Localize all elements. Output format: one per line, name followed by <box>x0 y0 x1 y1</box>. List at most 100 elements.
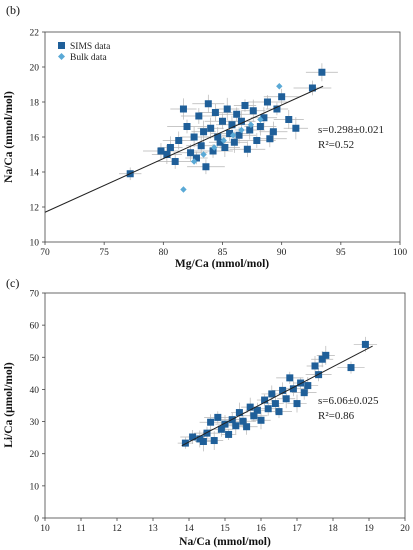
panel-b: (b) 70 75 80 85 90 95 100 10 12 14 16 18 20 22 Mg/Ca… <box>3 3 407 270</box>
y-tick-label: 22 <box>30 29 40 39</box>
x-tick-label: 100 <box>393 248 408 258</box>
data-point-square <box>279 386 287 394</box>
data-point-diamond <box>200 151 207 158</box>
data-point-square <box>187 149 195 157</box>
data-point-square <box>203 429 211 437</box>
panel-c-label: (c) <box>6 276 19 290</box>
data-point-square <box>275 408 283 416</box>
data-point-square <box>278 93 286 101</box>
data-point-square <box>243 145 251 153</box>
x-tick-label: 10 <box>40 524 50 534</box>
data-point-square <box>228 121 236 129</box>
data-point-square <box>235 409 243 417</box>
data-point-square <box>192 154 200 162</box>
panel-c-r2-annotation: R²=0.86 <box>318 410 355 422</box>
data-point-diamond <box>238 126 245 134</box>
data-point-square <box>273 105 281 113</box>
legend-sims-marker <box>58 42 65 49</box>
panel-c-trendline <box>181 345 373 447</box>
panel-b-x-ticks: 70 75 80 85 90 95 100 <box>40 242 407 258</box>
y-tick-label: 20 <box>30 64 40 74</box>
panel-c-y-ticks: 0 10 20 30 40 50 60 70 <box>30 290 45 525</box>
x-tick-label: 19 <box>364 524 374 534</box>
data-point-square <box>250 412 258 420</box>
data-point-square <box>221 420 229 428</box>
data-point-square <box>253 406 261 414</box>
data-point-diamond <box>220 137 227 144</box>
data-point-square <box>233 110 241 118</box>
data-point-diamond <box>190 158 198 165</box>
data-point-square <box>196 435 204 443</box>
data-point-diamond <box>276 83 283 90</box>
x-tick-label: 90 <box>277 248 287 258</box>
data-point-square <box>293 400 301 408</box>
data-point-square <box>300 389 308 397</box>
data-point-square <box>361 340 369 348</box>
data-point-square <box>179 105 187 113</box>
data-point-square <box>292 124 300 132</box>
y-tick-label: 10 <box>30 239 40 249</box>
data-point-square <box>195 112 203 120</box>
data-point-diamond <box>229 132 237 139</box>
data-point-square <box>256 123 264 130</box>
legend-bulk-marker <box>58 53 65 60</box>
panel-b-y-axis-label: Na/Ca (mmol/mol) <box>3 91 15 183</box>
data-point-square <box>264 405 272 413</box>
x-tick-label: 13 <box>148 524 158 534</box>
x-tick-label: 15 <box>220 524 230 534</box>
panel-b-legend: SIMS data Bulk data <box>58 42 111 63</box>
data-point-square <box>209 147 217 155</box>
panel-c-x-axis-label: Na/Ca (mmol/mol) <box>179 536 271 548</box>
data-point-square <box>286 374 294 382</box>
data-point-square <box>157 147 165 155</box>
y-tick-label: 30 <box>30 418 40 428</box>
y-tick-label: 16 <box>30 134 40 144</box>
data-point-square <box>268 390 276 398</box>
x-tick-label: 80 <box>159 248 169 258</box>
panel-b-slope-annotation: s=0.298±0.021 <box>318 124 384 136</box>
panel-b-points <box>126 68 326 193</box>
data-point-diamond <box>180 186 187 193</box>
data-point-square <box>226 130 234 137</box>
y-tick-label: 70 <box>30 290 40 300</box>
panel-b-y-ticks: 10 12 14 16 18 20 22 <box>30 29 45 249</box>
y-tick-label: 40 <box>30 386 40 396</box>
data-point-square <box>214 133 222 141</box>
y-tick-label: 60 <box>30 322 40 332</box>
data-point-square <box>269 128 277 136</box>
data-point-square <box>249 107 257 115</box>
data-point-square <box>166 144 174 151</box>
data-point-square <box>308 84 316 92</box>
data-point-square <box>197 142 205 150</box>
legend-sims-label: SIMS data <box>70 42 111 52</box>
data-point-square <box>239 417 247 425</box>
data-point-square <box>230 138 238 146</box>
y-tick-label: 10 <box>30 482 40 492</box>
data-point-square <box>263 98 271 106</box>
data-point-square <box>235 131 243 139</box>
x-tick-label: 70 <box>40 248 50 258</box>
x-tick-label: 11 <box>76 524 85 534</box>
panel-c-points <box>181 340 369 447</box>
data-point-square <box>210 437 218 445</box>
y-tick-label: 14 <box>30 169 40 179</box>
data-point-square <box>297 379 305 387</box>
data-point-square <box>289 385 297 393</box>
data-point-diamond <box>257 116 264 123</box>
data-point-square <box>271 400 279 408</box>
panel-c: (c) 10 11 12 13 14 15 16 17 18 19 20 0102030405060… <box>3 276 410 548</box>
panel-b-label: (b) <box>6 3 20 17</box>
panel-c-slope-annotation: s=6.06±0.025 <box>318 395 379 407</box>
data-point-square <box>202 163 210 171</box>
data-point-square <box>282 395 290 403</box>
data-point-square <box>181 439 189 447</box>
data-point-square <box>216 138 224 146</box>
x-tick-label: 75 <box>99 248 109 258</box>
data-point-square <box>232 422 240 430</box>
data-point-square <box>214 413 222 421</box>
x-tick-label: 14 <box>184 524 194 534</box>
data-point-square <box>322 351 330 359</box>
data-point-square <box>171 158 179 165</box>
data-point-square <box>219 117 226 125</box>
